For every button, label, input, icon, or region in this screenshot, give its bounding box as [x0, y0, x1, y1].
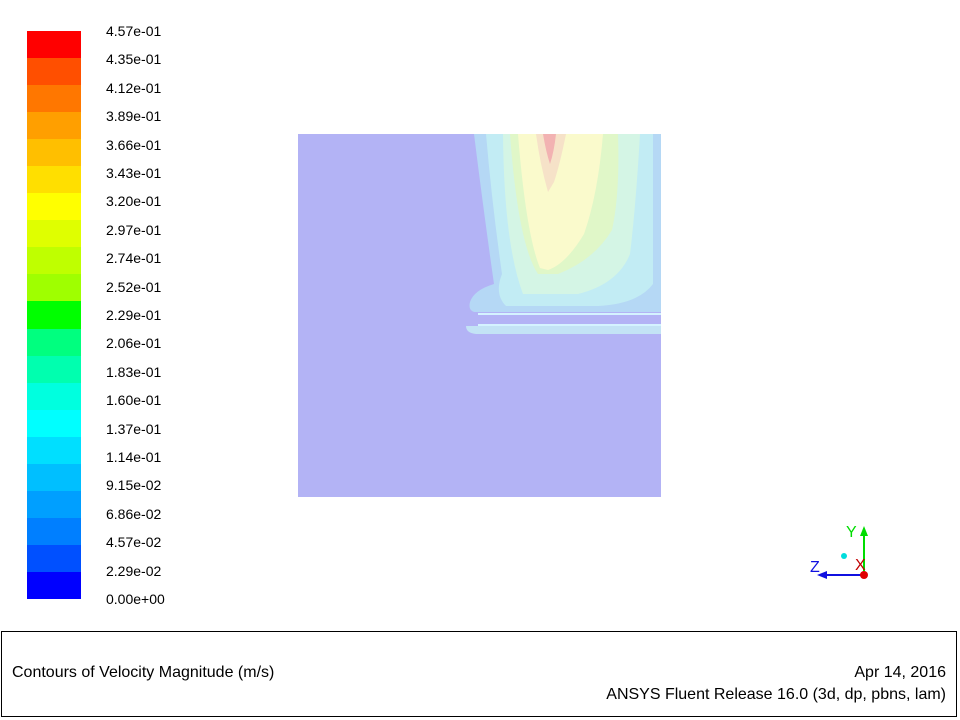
colorbar-swatch — [27, 112, 81, 140]
colorbar-swatch — [27, 85, 81, 113]
release-label: ANSYS Fluent Release 16.0 (3d, dp, pbns,… — [606, 686, 946, 703]
colorbar-tick-label: 6.86e-02 — [106, 505, 162, 522]
contour-band-orange — [536, 134, 566, 192]
colorbar-swatch — [27, 220, 81, 248]
colorbar-swatch — [27, 517, 81, 546]
colorbar-tick-label: 1.37e-01 — [106, 420, 162, 437]
colorbar-swatch — [27, 409, 81, 438]
colorbar-tick-label: 2.06e-01 — [106, 335, 162, 352]
colorbar-swatch — [27, 355, 81, 384]
contour-plot — [298, 134, 661, 497]
colorbar-swatch — [27, 463, 81, 492]
colorbar-tick-label: 1.60e-01 — [106, 392, 162, 409]
plate — [478, 314, 661, 325]
footer-panel: Contours of Velocity Magnitude (m/s) Apr… — [1, 631, 957, 717]
z-axis-label: Z — [810, 559, 820, 576]
colorbar-tick-label: 4.12e-01 — [106, 79, 162, 96]
colorbar-swatch — [27, 139, 81, 167]
colorbar-swatch — [27, 544, 81, 573]
colorbar-tick-label: 2.29e-01 — [106, 307, 162, 323]
colorbar-swatch — [27, 382, 81, 411]
x-axis-dot — [860, 571, 868, 579]
y-axis-label: Y — [846, 524, 857, 541]
colorbar-swatch — [27, 301, 81, 330]
x-axis-label: X — [855, 557, 866, 574]
eye-dot — [841, 553, 847, 559]
colorbar-swatch — [27, 436, 81, 465]
colorbar-tick-label: 9.15e-02 — [106, 477, 162, 494]
contour-band-red — [543, 134, 556, 164]
colorbar-tick-label: 4.57e-02 — [106, 534, 162, 551]
colorbar — [27, 31, 81, 600]
colorbar-tick-label: 3.20e-01 — [106, 193, 162, 210]
colorbar-tick-label: 3.66e-01 — [106, 136, 162, 153]
plot-title: Contours of Velocity Magnitude (m/s) — [12, 664, 275, 681]
colorbar-swatch — [27, 58, 81, 86]
plate-wake — [466, 326, 661, 334]
colorbar-swatch — [27, 571, 81, 600]
colorbar-swatch — [27, 328, 81, 357]
axis-triad: Y Z X — [810, 524, 868, 579]
colorbar-tick-label: 2.74e-01 — [106, 250, 162, 267]
colorbar-tick-label: 4.35e-01 — [106, 51, 162, 68]
colorbar-swatch — [27, 247, 81, 275]
y-axis-arrow — [860, 526, 868, 536]
colorbar-tick-label: 2.52e-01 — [106, 278, 162, 295]
date-label: Apr 14, 2016 — [854, 664, 946, 681]
colorbar-swatch — [27, 193, 81, 221]
colorbar-tick-label: 2.29e-02 — [106, 562, 162, 579]
colorbar-tick-label: 3.89e-01 — [106, 108, 162, 125]
colorbar-swatch — [27, 274, 81, 302]
z-axis-arrow — [817, 571, 827, 579]
colorbar-tick-label: 4.57e-01 — [106, 23, 162, 39]
colorbar-swatch — [27, 31, 81, 59]
colorbar-swatch — [27, 490, 81, 519]
colorbar-tick-label: 1.14e-01 — [106, 449, 162, 465]
colorbar-tick-label: 1.83e-01 — [106, 363, 162, 380]
colorbar-tick-label: 0.00e+00 — [106, 591, 165, 607]
colorbar-swatch — [27, 166, 81, 194]
contour-band-yellow — [518, 134, 603, 270]
colorbar-tick-label: 3.43e-01 — [106, 165, 162, 181]
colorbar-tick-label: 2.97e-01 — [106, 221, 162, 238]
